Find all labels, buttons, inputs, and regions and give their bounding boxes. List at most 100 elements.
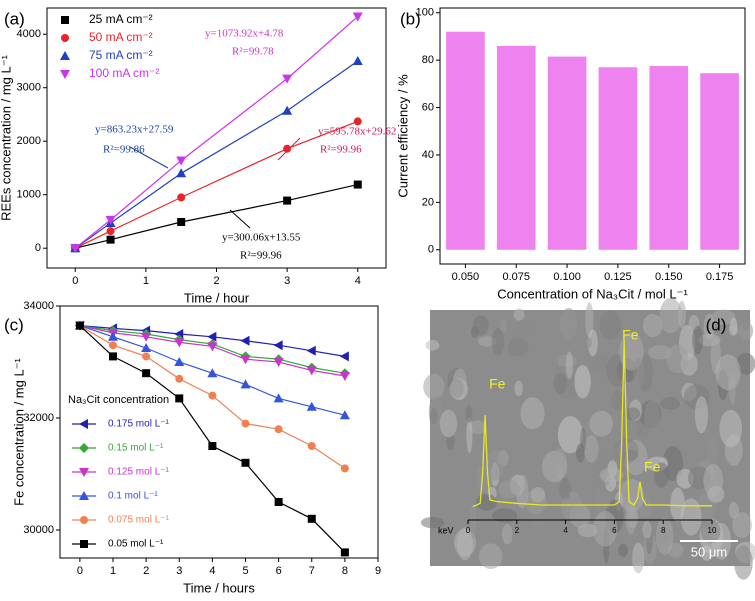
- bar: [446, 31, 485, 250]
- legend-label: 0.1 mol L⁻¹: [108, 491, 158, 502]
- marker: [306, 366, 317, 376]
- marker: [240, 379, 251, 389]
- sem-texture: [478, 543, 503, 569]
- equation: R²=99.78: [232, 46, 274, 58]
- y-tick-label: 34000: [23, 300, 54, 312]
- marker: [176, 168, 187, 178]
- x-tick-label: 0.125: [604, 271, 632, 283]
- x-tick-label: 0.050: [452, 271, 480, 283]
- sem-texture: [585, 302, 594, 339]
- sem-texture: [599, 310, 622, 341]
- x-axis-label: Concentration of Na₃Cit / mol L⁻¹: [497, 286, 688, 301]
- marker: [177, 193, 186, 202]
- sem-texture: [457, 527, 474, 561]
- y-tick-label: 4000: [17, 28, 41, 40]
- sem-texture: [611, 389, 624, 411]
- legend-label: 0.075 mol L⁻¹: [108, 515, 170, 526]
- marker: [307, 442, 316, 450]
- marker: [174, 338, 185, 348]
- y-tick-label: 1000: [17, 189, 41, 201]
- marker: [141, 343, 152, 352]
- sem-texture: [473, 315, 489, 336]
- legend-label: 75 mA cm⁻²: [89, 48, 153, 62]
- x-axis-label: Time / hours: [183, 580, 255, 595]
- legend-marker: [61, 34, 69, 42]
- marker: [175, 394, 184, 403]
- sem-texture: [700, 519, 721, 544]
- marker: [106, 235, 115, 244]
- arrows: [129, 137, 301, 229]
- marker: [177, 217, 186, 226]
- sem-texture: [446, 433, 455, 451]
- marker: [174, 357, 185, 366]
- sem-texture: [553, 372, 567, 395]
- marker: [75, 321, 84, 330]
- legend-marker: [79, 443, 89, 453]
- sem-texture: [703, 313, 716, 340]
- marker: [207, 368, 218, 378]
- sem-texture: [574, 364, 591, 399]
- marker: [109, 352, 117, 361]
- marker: [207, 342, 218, 352]
- sem-texture: [593, 490, 611, 512]
- equation: y=300.06x+13.55: [222, 232, 301, 244]
- marker: [274, 498, 283, 506]
- equation: y=595.78x+29.62: [318, 126, 396, 138]
- series-line: [74, 120, 358, 249]
- sem-texture: [703, 463, 724, 498]
- sem-texture: [736, 352, 755, 375]
- sem-texture: [584, 336, 592, 349]
- sem-texture: [520, 397, 545, 430]
- sem-texture: [680, 498, 702, 536]
- x-tick-label: 1: [143, 275, 149, 287]
- sem-texture: [660, 397, 681, 410]
- peak-label: Fe: [622, 327, 639, 343]
- marker: [106, 227, 115, 236]
- peak-label: Fe: [644, 458, 661, 474]
- x-tick-label: 0.100: [553, 271, 581, 283]
- y-tick-label: 2000: [17, 135, 41, 147]
- marker: [282, 74, 293, 84]
- peak-label: Fe: [489, 376, 506, 392]
- x-tick-label: 8: [342, 565, 348, 577]
- marker: [208, 442, 217, 450]
- y-tick-label: 3000: [17, 82, 41, 94]
- sem-texture: [577, 523, 598, 538]
- x-tick-label: 8: [661, 526, 666, 535]
- sem-texture: [655, 517, 674, 556]
- y-tick-label: 30000: [23, 524, 54, 536]
- marker: [207, 331, 217, 342]
- sem-texture: [701, 545, 713, 561]
- sem-texture: [507, 338, 529, 357]
- x-tick-label: 2: [213, 275, 219, 287]
- y-axis-label: REEs concentration / mg L⁻¹: [0, 54, 13, 220]
- sem-texture: [624, 407, 640, 421]
- legend-marker: [60, 51, 70, 60]
- x-tick-label: 0.075: [502, 271, 530, 283]
- arrow: [229, 209, 251, 229]
- marker: [176, 156, 187, 166]
- marker: [208, 391, 217, 400]
- sem-texture: [501, 524, 513, 545]
- sem-texture: [642, 314, 663, 338]
- legend-marker: [79, 468, 89, 477]
- sem-texture: [469, 504, 477, 540]
- legend-marker: [79, 491, 89, 500]
- x-tick-label: 7: [309, 565, 315, 577]
- marker: [70, 244, 81, 254]
- x-tick-label: 5: [242, 565, 248, 577]
- x-tick-label: 3: [176, 565, 182, 577]
- sem-texture: [513, 308, 525, 321]
- sem-texture: [531, 355, 551, 370]
- bar: [547, 56, 587, 250]
- marker: [339, 372, 350, 381]
- sem-texture: [618, 543, 629, 558]
- sem-texture: [531, 515, 545, 531]
- y-tick-label: 100: [416, 7, 434, 19]
- sem-texture: [476, 493, 498, 511]
- legend-marker: [61, 16, 69, 24]
- marker: [273, 358, 284, 367]
- x-tick-label: 2: [515, 526, 520, 535]
- sem-texture: [734, 545, 753, 580]
- sem-texture: [648, 345, 672, 360]
